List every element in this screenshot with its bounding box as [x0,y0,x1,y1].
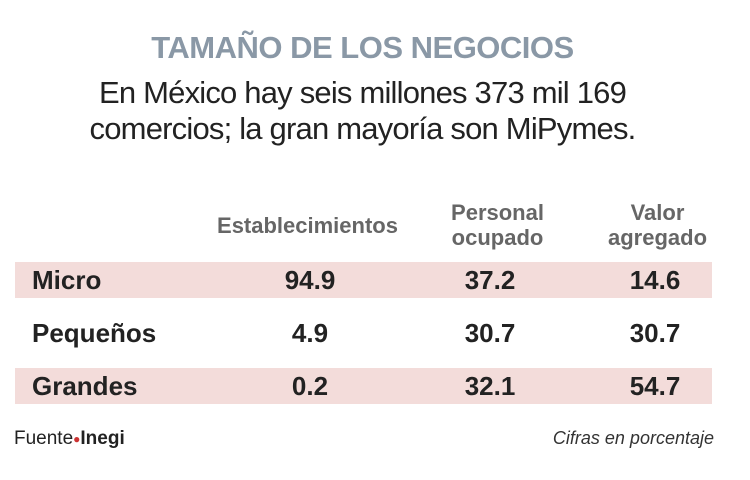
row-label: Micro [32,265,102,295]
cell-value: 32.1 [464,371,516,401]
bullet-icon: ● [73,431,81,446]
cell-value: 54.7 [629,371,681,401]
subtitle: En México hay seis millones 373 mil 169 … [0,75,725,147]
header-line: Personal [451,200,544,225]
header-line: Valor [630,200,685,225]
table-row: Grandes 0.2 32.1 54.7 [15,368,712,404]
title: TAMAÑO DE LOS NEGOCIOS [151,30,574,65]
cell-value: 37.2 [464,265,516,295]
subtitle-line-2: comercios; la gran mayoría son MiPymes. [89,111,637,146]
cell-value: 94.9 [284,265,336,295]
units-note: Cifras en porcentaje [552,428,714,448]
source-label: Fuente [14,428,74,449]
source: Fuente●Inegi [14,428,125,450]
cell-value: 4.9 [291,318,329,348]
row-label: Pequeños [32,318,157,348]
source-name: Inegi [80,428,125,449]
row-label: Grandes [32,371,138,401]
header-establecimientos: Establecimientos [217,213,398,238]
header-line: ocupado [451,225,544,250]
cell-value: 14.6 [629,265,681,295]
cell-value: 30.7 [464,318,516,348]
table-row: Micro 94.9 37.2 14.6 [15,262,712,298]
subtitle-line-1: En México hay seis millones 373 mil 169 [98,75,627,110]
table-row: Pequeños 4.9 30.7 30.7 [15,315,712,351]
header-valor-agregado: Valor agregado [590,200,725,250]
header-personal-ocupado: Personal ocupado [430,200,565,250]
cell-value: 0.2 [291,371,329,401]
header-line: agregado [607,225,708,250]
cell-value: 30.7 [629,318,681,348]
